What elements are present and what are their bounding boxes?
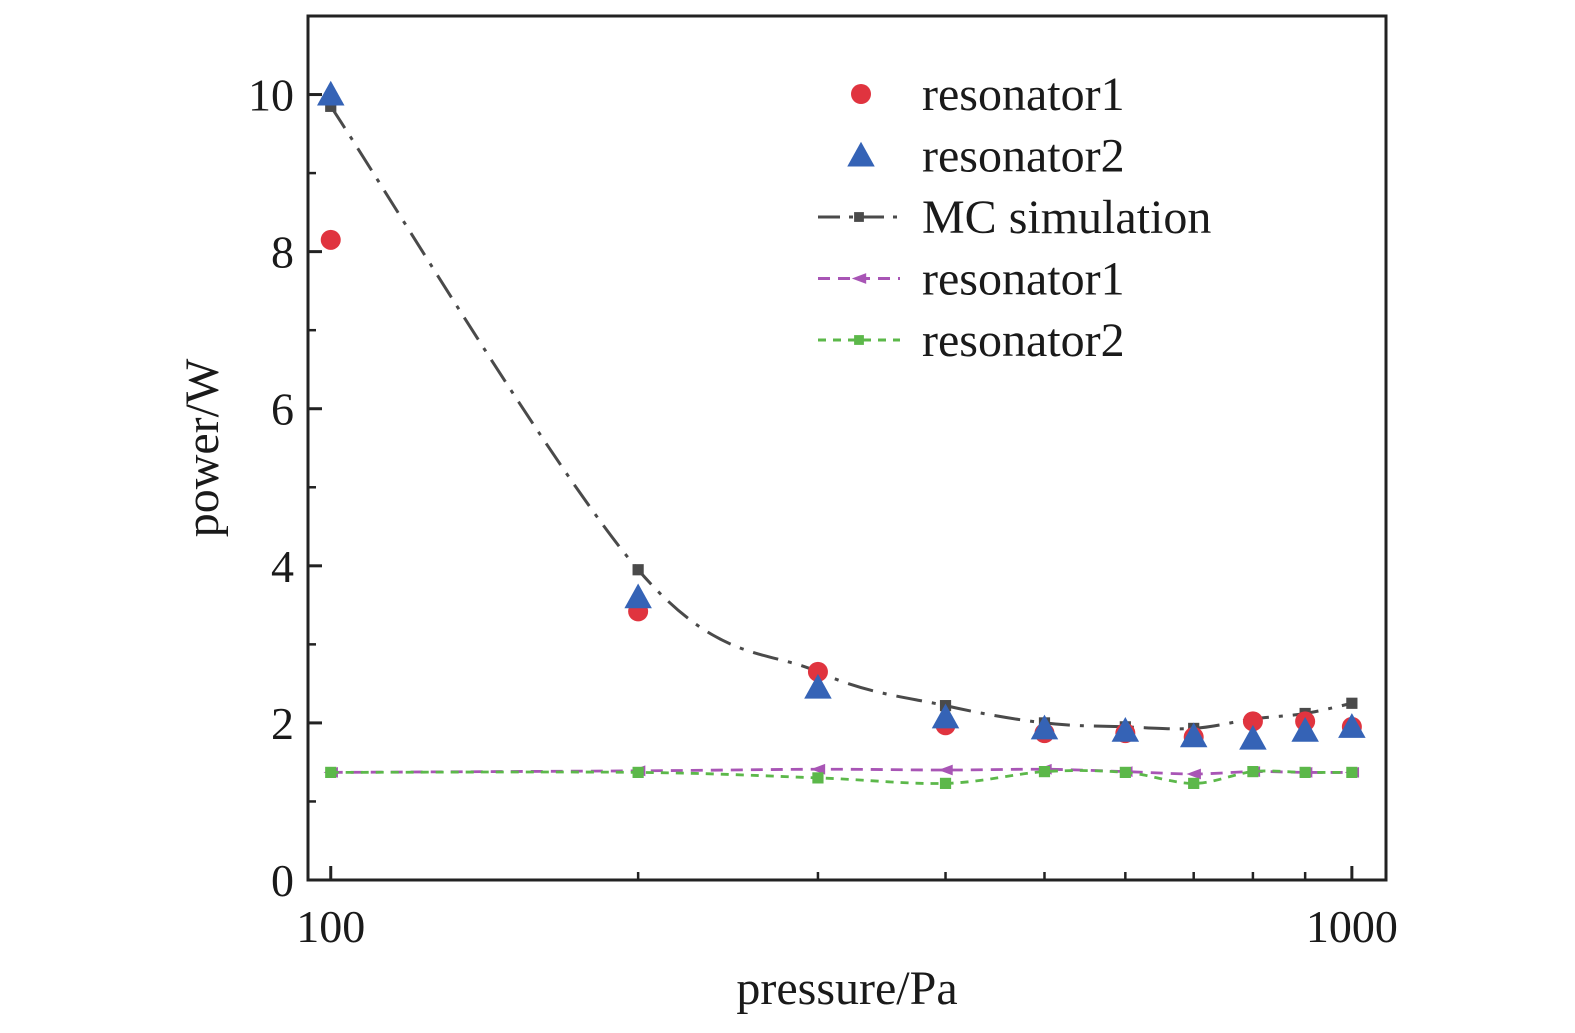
legend-label: resonator2 (922, 130, 1125, 183)
y-tick-label: 4 (271, 541, 294, 592)
y-tick-label: 8 (271, 227, 294, 278)
plot-series (316, 80, 1366, 789)
data-point (1346, 766, 1358, 778)
legend-entry: resonator1 (851, 68, 1125, 121)
data-point (931, 703, 960, 729)
x-tick-label: 1000 (1306, 901, 1398, 952)
series-3 (323, 763, 1360, 780)
data-point (804, 673, 832, 699)
data-point (939, 777, 952, 789)
data-point (325, 766, 337, 778)
data-point (1299, 766, 1311, 778)
legend-entry: MC simulation (818, 191, 1211, 244)
data-point (320, 229, 341, 250)
axis-ticks: 0 2 4 6 8 10 100 1000 (248, 70, 1398, 952)
legend-entry: resonator2 (818, 314, 1125, 367)
y-tick-label: 0 (271, 855, 294, 906)
legend-marker (847, 141, 875, 167)
data-point (1111, 717, 1140, 742)
data-point (325, 100, 337, 112)
legend-marker (851, 84, 871, 104)
data-point (807, 661, 828, 682)
data-point (1186, 768, 1201, 780)
data-point (316, 80, 345, 106)
legend-label: resonator2 (922, 314, 1125, 367)
data-point (1179, 722, 1208, 748)
x-axis-title: pressure/Pa (736, 962, 957, 1015)
y-axis-title: power/W (176, 358, 229, 537)
data-point (1188, 777, 1200, 789)
data-point (1030, 714, 1059, 740)
data-point (1338, 713, 1366, 738)
y-tick-label: 10 (248, 70, 294, 121)
legend-marker (854, 335, 864, 345)
data-point (810, 763, 826, 775)
data-point (1242, 711, 1263, 732)
data-point (624, 583, 652, 609)
legend-marker (854, 212, 864, 222)
plot-frame (306, 14, 1388, 882)
data-point (812, 772, 824, 784)
data-point (1346, 697, 1358, 709)
data-point (1038, 766, 1051, 778)
y-tick-label: 6 (271, 384, 294, 435)
data-point (632, 564, 644, 576)
legend-entry: resonator2 (847, 130, 1125, 183)
series-4 (325, 766, 1358, 789)
legend: resonator1 resonator2 MC simulation resonat… (818, 68, 1211, 367)
data-point (1119, 766, 1131, 778)
legend-label: resonator1 (922, 68, 1125, 121)
y-tick-label: 2 (271, 698, 294, 749)
legend-label: resonator1 (922, 253, 1125, 306)
data-point (1247, 766, 1259, 778)
data-point (1239, 724, 1267, 750)
data-point (938, 764, 953, 776)
data-point (632, 766, 644, 778)
x-tick-label: 100 (296, 901, 365, 952)
legend-marker (851, 273, 867, 284)
series-0 (320, 229, 1362, 748)
data-point (1291, 717, 1319, 742)
legend-entry: resonator1 (818, 253, 1125, 306)
legend-label: MC simulation (922, 191, 1211, 244)
series-1 (316, 80, 1366, 750)
